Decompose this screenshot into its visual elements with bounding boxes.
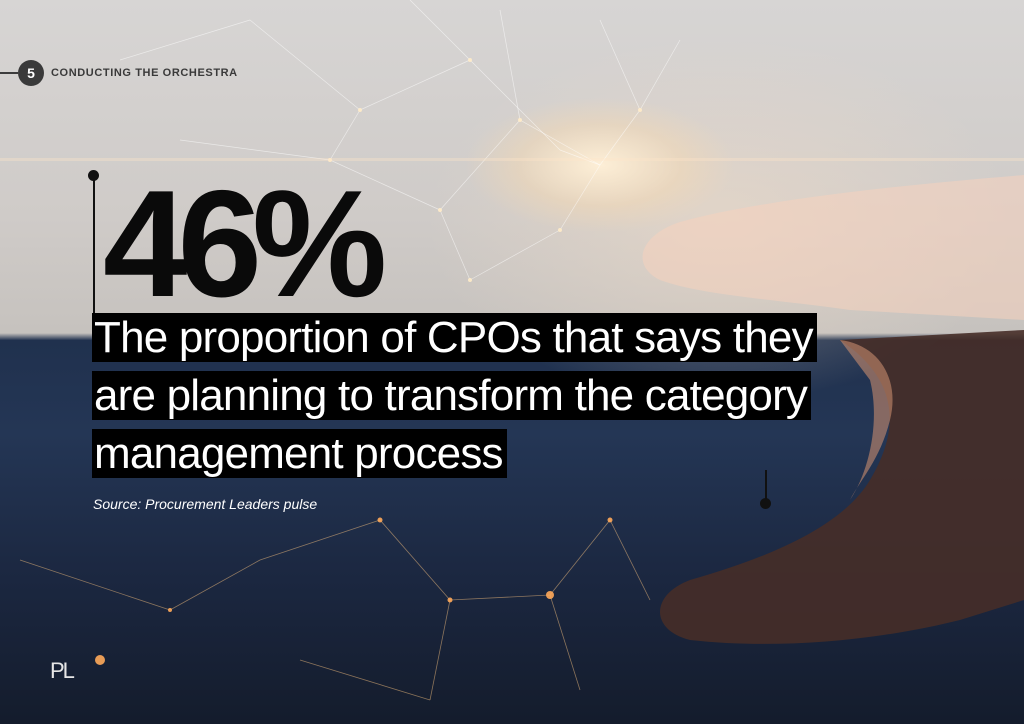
statistic-statement: The proportion of CPOs that says they ar…: [92, 309, 832, 483]
chapter-number-badge: 5: [18, 60, 44, 86]
statement-text: The proportion of CPOs that says they ar…: [92, 313, 817, 478]
right-bracket-dot: [760, 498, 771, 509]
source-caption: Source: Procurement Leaders pulse: [93, 496, 318, 512]
right-bracket-line: [765, 470, 767, 503]
chapter-line: [0, 72, 18, 74]
headline-statistic: 46%: [103, 159, 387, 329]
left-bracket-dot: [88, 170, 99, 181]
chapter-header: 5 CONDUCTING THE ORCHESTRA: [0, 60, 238, 86]
left-bracket-line: [93, 176, 95, 313]
chapter-title: CONDUCTING THE ORCHESTRA: [51, 67, 238, 79]
pl-logo: PL: [50, 658, 75, 683]
